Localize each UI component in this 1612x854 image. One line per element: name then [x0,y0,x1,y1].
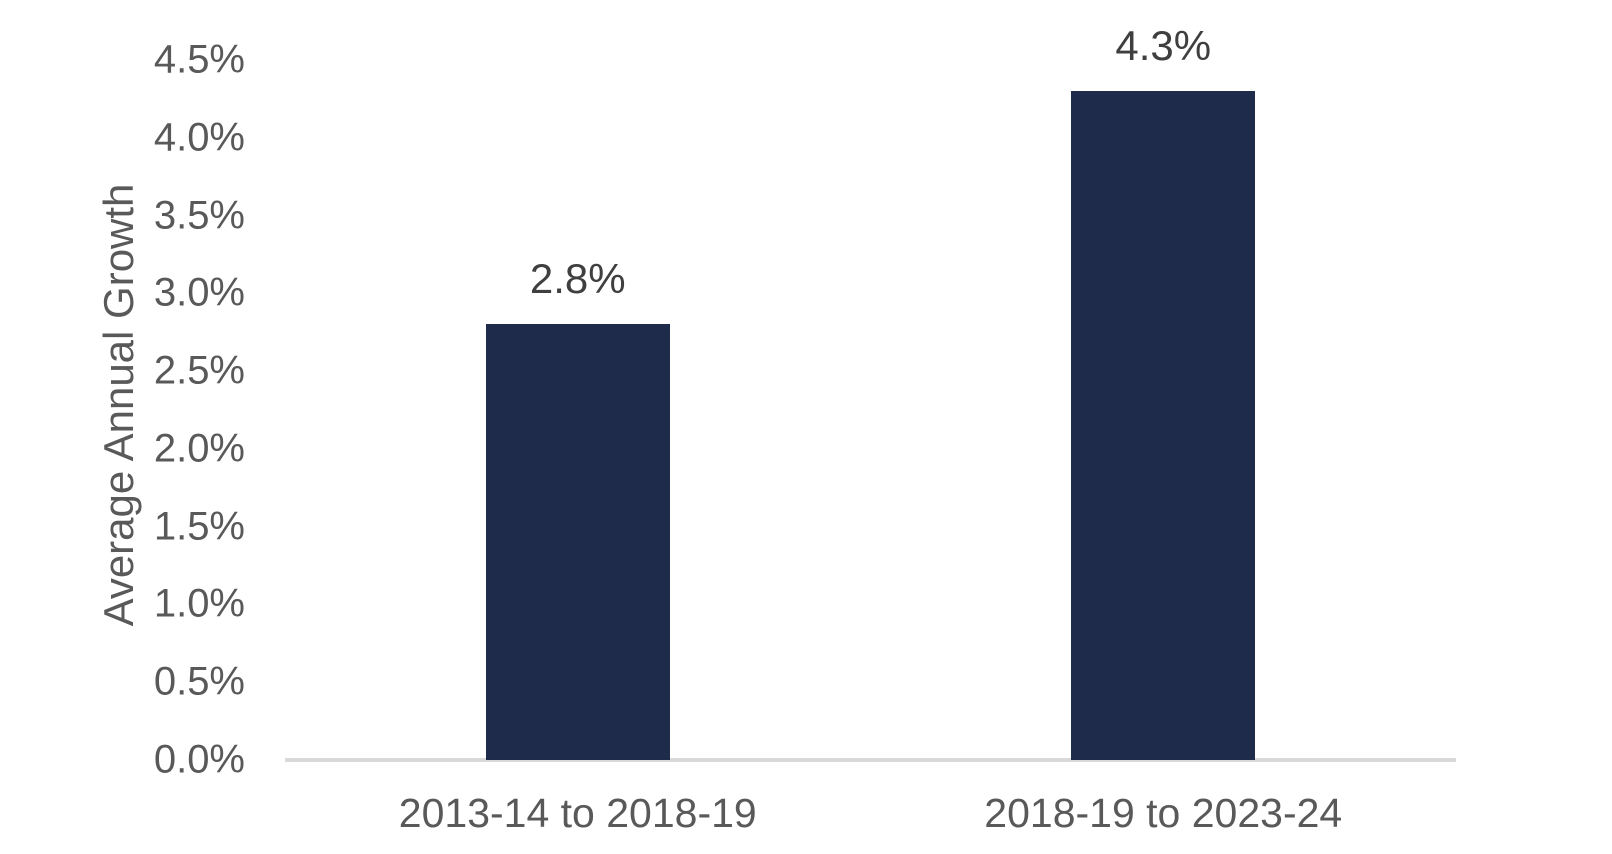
bar-data-label: 4.3% [1115,22,1212,70]
y-axis-title: Average Annual Growth [95,183,142,627]
y-tick-label: 2.5% [153,348,245,393]
y-tick-label: 0.5% [153,659,245,704]
y-tick-label: 3.0% [153,270,245,315]
x-category-label: 2013-14 to 2018-19 [398,790,757,836]
bar-data-label: 2.8% [529,255,626,303]
y-tick-label: 1.0% [153,581,245,626]
y-tick-label: 0.0% [153,737,245,782]
y-tick-label: 3.5% [153,193,245,238]
bar [485,324,670,760]
y-tick-label: 2.0% [153,426,245,471]
bar [1071,91,1256,760]
x-category-label: 2018-19 to 2023-24 [984,790,1343,836]
y-tick-label: 4.5% [153,37,245,82]
x-axis-line [285,758,1456,762]
y-tick-label: 1.5% [153,504,245,549]
y-tick-label: 4.0% [153,115,245,160]
